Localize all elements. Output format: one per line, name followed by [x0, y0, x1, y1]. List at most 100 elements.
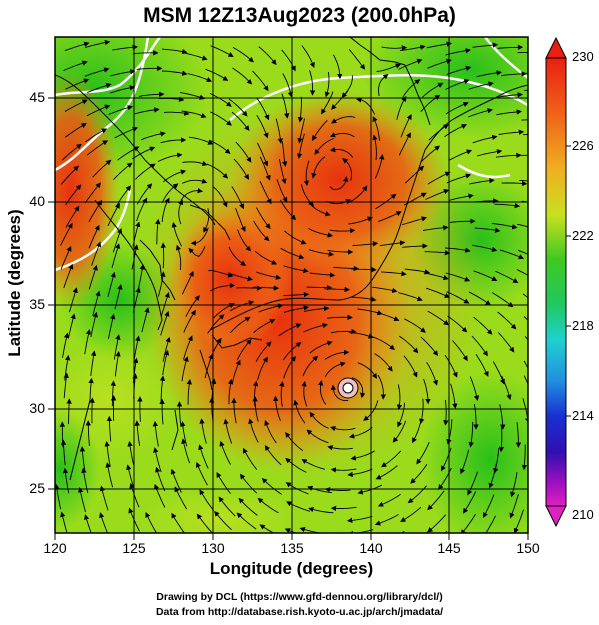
streamline [427, 310, 450, 326]
streamline [185, 295, 200, 317]
streamline [501, 180, 528, 187]
streamline [468, 81, 494, 90]
streamline [410, 463, 428, 484]
streamline [113, 334, 121, 360]
streamline [351, 377, 366, 399]
streamline [67, 313, 76, 339]
streamline [427, 171, 451, 185]
streamline [372, 134, 378, 161]
streamline [330, 116, 356, 124]
streamline [499, 249, 525, 260]
streamline [235, 208, 246, 233]
streamline [228, 246, 247, 266]
streamline [523, 360, 528, 369]
streamline [324, 361, 346, 378]
streamline [425, 189, 450, 200]
streamline [492, 223, 518, 230]
streamline [137, 396, 143, 422]
streamline [90, 311, 98, 337]
streamline [400, 44, 426, 51]
streamline [348, 426, 373, 439]
streamline [324, 349, 350, 360]
x-tick-label: 135 [280, 540, 304, 556]
streamline [423, 272, 449, 281]
y-axis-label: Latitude (degrees) [5, 209, 24, 357]
streamline [522, 134, 528, 136]
streamline [447, 315, 468, 333]
streamline [311, 156, 326, 179]
streamline [421, 82, 444, 98]
streamline [416, 442, 430, 465]
streamline [331, 90, 349, 110]
streamline [62, 332, 70, 358]
streamline [135, 163, 156, 180]
streamline [474, 227, 501, 233]
streamline [420, 145, 441, 163]
credit-drawing: Drawing by DCL (https://www.gfd-dennou.o… [156, 591, 443, 603]
streamline [213, 303, 235, 319]
streamline [521, 200, 528, 203]
streamline [350, 450, 375, 461]
streamline [196, 513, 213, 533]
streamline [256, 97, 270, 121]
streamline [404, 268, 431, 275]
streamline [231, 111, 250, 132]
streamline [63, 60, 88, 71]
y-tick-label: 25 [29, 480, 45, 496]
streamline [498, 426, 505, 453]
streamline [445, 247, 471, 253]
streamline [329, 132, 355, 138]
streamline [426, 41, 453, 49]
streamline [517, 223, 528, 228]
streamline [261, 477, 282, 495]
streamline [252, 396, 259, 422]
streamline [210, 45, 234, 57]
streamline [181, 356, 189, 382]
streamline [182, 52, 208, 61]
streamline [237, 229, 252, 252]
streamline [392, 420, 407, 443]
streamline [375, 465, 398, 480]
streamline [381, 45, 408, 51]
streamline [494, 202, 521, 209]
streamline [501, 375, 512, 401]
streamline [280, 247, 305, 260]
streamline [309, 70, 316, 96]
streamline [163, 110, 190, 116]
streamline [420, 336, 439, 357]
streamline [107, 202, 120, 227]
streamline [186, 378, 192, 405]
streamline [132, 357, 139, 384]
streamline [183, 309, 196, 333]
streamline [460, 513, 476, 533]
streamline [180, 187, 204, 201]
colorbar-bottom-label: 210 [572, 507, 594, 522]
streamline [160, 137, 187, 144]
streamline [308, 228, 334, 238]
streamline [472, 198, 499, 204]
streamline [242, 447, 258, 470]
streamline [60, 222, 73, 246]
streamline [445, 78, 470, 90]
streamline [228, 98, 248, 117]
streamline [446, 173, 472, 184]
streamline [398, 292, 423, 302]
streamline [235, 141, 252, 163]
streamline [206, 163, 229, 179]
streamline [350, 266, 377, 273]
streamline [497, 92, 523, 98]
streamline [497, 311, 517, 330]
streamline [204, 353, 214, 379]
streamline [443, 399, 449, 426]
streamline [157, 152, 183, 163]
streamline [132, 50, 159, 56]
streamline [317, 380, 327, 405]
streamline [86, 104, 111, 117]
streamline [253, 319, 276, 334]
streamline [450, 383, 458, 409]
streamline [182, 160, 208, 167]
streamline [155, 466, 166, 492]
streamline [499, 404, 506, 430]
streamline [256, 271, 282, 280]
streamline [471, 335, 488, 357]
